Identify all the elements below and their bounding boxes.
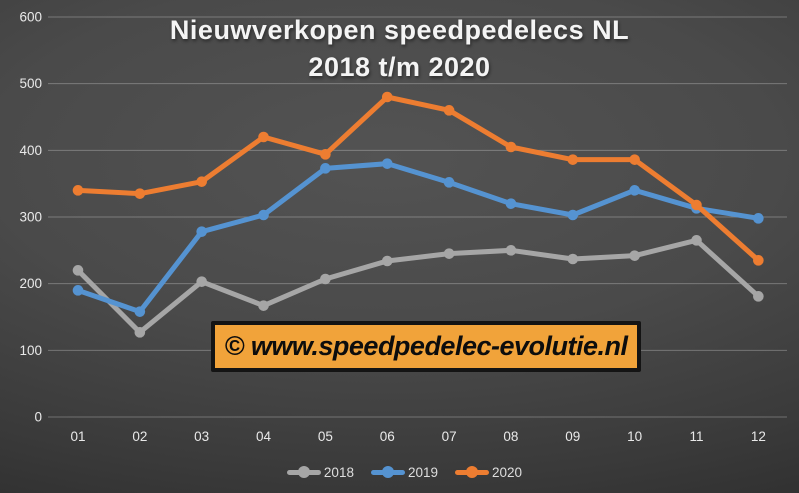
data-point-2020 <box>72 185 84 196</box>
legend-marker-icon <box>370 466 405 478</box>
data-point-2020 <box>443 105 455 116</box>
data-point-2020 <box>753 255 764 266</box>
x-axis-label: 10 <box>627 429 642 444</box>
legend-marker-dot-icon <box>381 466 394 478</box>
data-point-2019 <box>196 226 207 237</box>
data-point-2020 <box>567 154 579 165</box>
data-point-2019 <box>753 213 764 224</box>
data-point-2019 <box>381 158 393 169</box>
legend: 2018 2019 2020 <box>5 461 799 483</box>
legend-label: 2020 <box>492 464 523 480</box>
data-point-2020 <box>258 131 269 143</box>
legend-marker-dot-icon <box>466 466 479 478</box>
data-point-2019 <box>567 209 579 221</box>
y-axis-label: 500 <box>19 76 42 91</box>
watermark-text: © www.speedpedelec-evolutie.nl <box>224 331 629 361</box>
data-point-2018 <box>381 255 393 267</box>
data-point-2018 <box>443 248 455 259</box>
y-axis-label: 600 <box>19 10 42 25</box>
data-point-2018 <box>196 276 207 287</box>
data-point-2018 <box>72 265 84 276</box>
series-line-2019 <box>75 161 761 315</box>
legend-item-2018: 2018 <box>286 464 354 480</box>
x-axis-label: 12 <box>751 429 766 444</box>
y-axis-label: 200 <box>19 276 42 291</box>
data-point-2020 <box>691 199 702 211</box>
legend-item-2020: 2020 <box>455 465 522 480</box>
x-axis-label: 11 <box>689 429 703 444</box>
data-point-2019 <box>629 185 640 196</box>
x-axis-label: 06 <box>380 429 395 444</box>
legend-item-2019: 2019 <box>370 464 439 480</box>
data-point-2020 <box>320 149 331 160</box>
x-axis-label: 05 <box>318 429 333 444</box>
x-axis-label: 09 <box>565 429 580 444</box>
data-point-2018 <box>629 250 640 261</box>
chart-title-line1: Nieuwverkopen speedpedelecs NL <box>169 15 630 45</box>
legend-marker-icon <box>455 466 490 478</box>
legend-label: 2018 <box>323 464 354 480</box>
x-axis-label: 03 <box>194 429 209 444</box>
data-point-2018 <box>753 291 764 302</box>
data-point-2018 <box>691 235 702 246</box>
y-axis-label: 400 <box>19 143 42 158</box>
data-point-2019 <box>258 209 269 221</box>
data-point-2018 <box>567 253 579 265</box>
x-axis-label: 08 <box>503 429 518 444</box>
data-point-2019 <box>134 306 146 317</box>
data-point-2020 <box>505 141 517 153</box>
series-line-2018 <box>75 237 761 335</box>
data-point-2019 <box>443 177 455 188</box>
x-axis-label: 04 <box>256 429 272 444</box>
legend-label: 2019 <box>407 464 439 480</box>
data-point-2020 <box>134 188 146 199</box>
chart-title: Nieuwverkopen speedpedelecs NL 2018 t/m … <box>0 12 799 86</box>
data-point-2018 <box>258 300 269 311</box>
series-line-2020 <box>75 94 761 263</box>
chart-title-line2: 2018 t/m 2020 <box>308 52 491 82</box>
y-axis-label: 300 <box>19 210 42 225</box>
data-point-2019 <box>72 285 84 296</box>
legend-marker-icon <box>286 466 321 478</box>
data-point-2020 <box>196 176 207 187</box>
x-axis-label: 02 <box>132 429 147 444</box>
y-axis-label: 100 <box>19 343 42 358</box>
data-point-2018 <box>320 273 331 285</box>
data-point-2018 <box>505 245 517 256</box>
data-point-2019 <box>505 198 517 209</box>
watermark-box: © www.speedpedelec-evolutie.nl <box>211 321 641 372</box>
y-axis-label: 0 <box>34 410 42 425</box>
x-axis-label: 07 <box>442 429 457 444</box>
data-point-2019 <box>320 163 331 174</box>
data-point-2018 <box>134 327 146 338</box>
data-point-2020 <box>629 154 640 165</box>
data-point-2020 <box>381 91 393 103</box>
x-axis-label: 01 <box>70 429 85 444</box>
legend-marker-dot-icon <box>297 466 310 478</box>
